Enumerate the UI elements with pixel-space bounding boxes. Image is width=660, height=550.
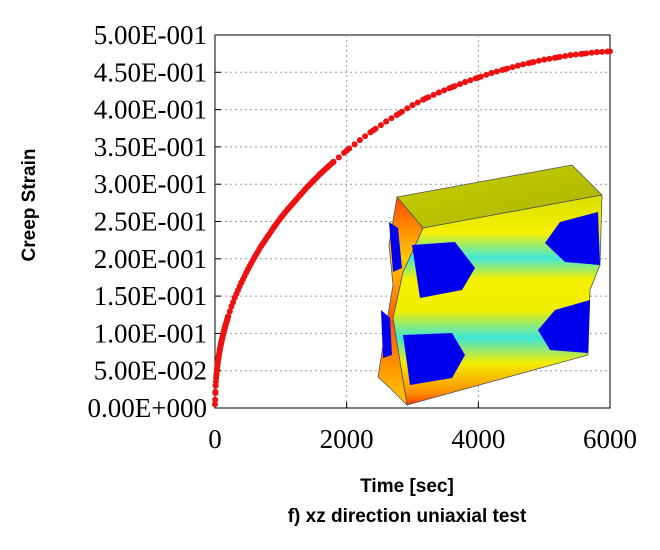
y-tick-label: 5.00E-002 [94, 356, 207, 386]
data-point [225, 313, 232, 320]
data-point [483, 71, 490, 78]
data-point [572, 51, 579, 58]
data-point [562, 53, 569, 60]
y-tick-label: 1.00E-001 [94, 318, 207, 348]
blue-region [545, 212, 600, 265]
blue-region [412, 242, 475, 298]
data-point [546, 55, 553, 62]
y-tick-label: 3.50E-001 [94, 132, 207, 162]
blue-region [389, 222, 402, 272]
blue-region [381, 310, 392, 358]
data-point [356, 137, 363, 144]
data-point [477, 73, 484, 80]
x-tick-label: 0 [208, 424, 222, 454]
data-point [441, 87, 448, 94]
data-point [593, 49, 600, 56]
data-point [398, 108, 405, 115]
data-point [467, 77, 474, 84]
data-series [212, 48, 613, 408]
y-tick-label: 1.50E-001 [94, 281, 207, 311]
data-point [504, 65, 511, 72]
data-point [346, 145, 353, 152]
y-axis-title: Creep Strain [19, 149, 40, 262]
data-point [520, 61, 527, 68]
data-point [435, 89, 442, 96]
x-tick-label: 4000 [451, 424, 505, 454]
y-tick-label: 5.00E-001 [94, 20, 207, 50]
x-tick-label: 6000 [583, 424, 637, 454]
data-point [607, 48, 613, 55]
data-point [404, 105, 411, 112]
inset-cube-image [377, 164, 603, 407]
y-tick-label: 2.00E-001 [94, 244, 207, 274]
data-point [530, 59, 537, 66]
data-point [383, 118, 390, 125]
data-point [388, 115, 395, 122]
data-point [493, 68, 500, 75]
data-point [462, 78, 469, 85]
data-point [414, 99, 421, 106]
y-tick-label: 4.00E-001 [94, 95, 207, 125]
data-point [509, 64, 516, 71]
data-point [541, 56, 548, 63]
x-axis: 0 2000 4000 6000 [208, 402, 637, 454]
y-tick-label: 0.00E+000 [88, 393, 207, 423]
data-point [212, 388, 219, 395]
figure-caption: f) xz direction uniaxial test [288, 506, 527, 527]
y-tick-label: 3.00E-001 [94, 169, 207, 199]
data-point [456, 81, 463, 88]
y-axis: 0.00E+000 5.00E-002 1.00E-001 1.50E-001 2.00… [88, 20, 221, 423]
x-tick-label: 2000 [320, 424, 374, 454]
data-point [588, 49, 595, 56]
x-axis-title: Time [sec] [360, 476, 454, 497]
y-tick-label: 2.50E-001 [94, 207, 207, 237]
blue-region [403, 333, 465, 385]
data-point [330, 158, 337, 165]
data-point [212, 396, 219, 403]
data-point [409, 102, 416, 109]
data-point [430, 91, 437, 98]
data-point [425, 94, 432, 101]
data-point [212, 401, 218, 408]
data-point [535, 57, 542, 64]
data-point [556, 53, 563, 60]
y-tick-label: 4.50E-001 [94, 57, 207, 87]
blue-region [538, 300, 590, 353]
data-point [226, 308, 233, 315]
data-point [567, 52, 574, 59]
data-point [377, 122, 384, 129]
data-point [335, 154, 342, 161]
data-point [583, 50, 590, 57]
data-point [514, 62, 521, 69]
data-point [372, 125, 379, 132]
data-point [351, 141, 358, 148]
data-point [599, 48, 606, 55]
data-point [488, 70, 495, 77]
data-point [451, 83, 458, 90]
data-point [362, 133, 369, 140]
